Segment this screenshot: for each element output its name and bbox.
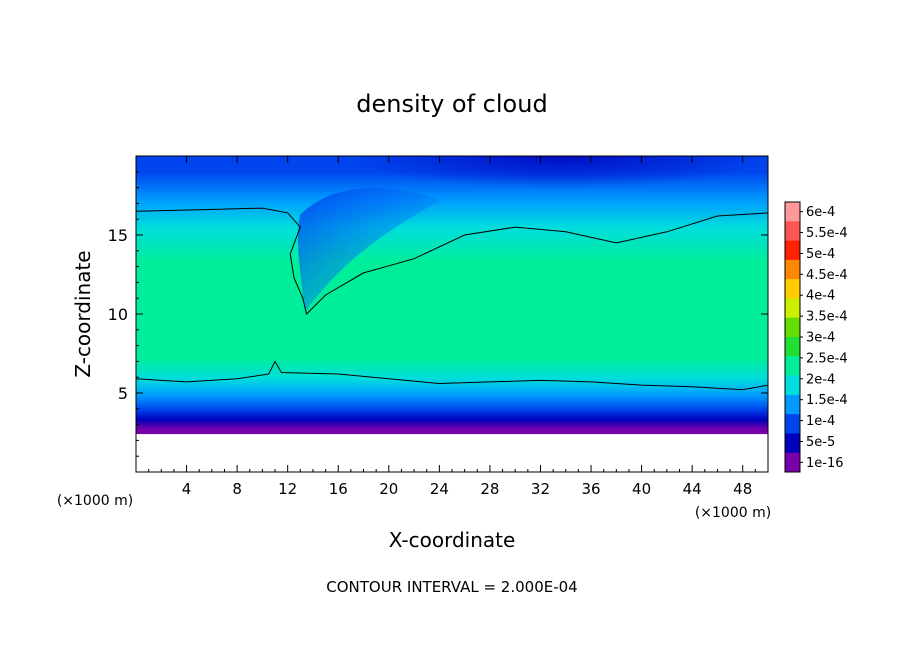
colorbar-label: 3e-4	[806, 331, 835, 346]
colorbar-swatch	[785, 414, 800, 434]
density-gradient	[136, 156, 768, 435]
contour-line-1	[136, 207, 768, 315]
upper-low-density-region	[350, 156, 768, 202]
colorbar-swatch	[785, 259, 800, 280]
x-axis-label: X-coordinate	[389, 528, 516, 552]
y-tick-label: 5	[118, 384, 128, 403]
x-axis: 4 8 12 16 20 24 28 32 36 40 44 48	[148, 156, 756, 498]
contour-line-2	[136, 360, 768, 391]
colorbar-swatch	[785, 298, 800, 319]
colorbar-swatch	[785, 317, 800, 338]
colorbar-label: 2e-4	[806, 372, 835, 387]
colorbar-swatch	[785, 202, 800, 222]
colorbar-label: 5.5e-4	[806, 226, 848, 241]
colorbar-swatch	[785, 279, 800, 299]
colorbar-label: 2.5e-4	[806, 351, 848, 366]
density-field	[136, 156, 768, 435]
y-tick-label: 15	[108, 226, 128, 245]
contour-lines	[136, 207, 768, 391]
x-tick-label: 48	[733, 480, 752, 498]
colorbar-swatch	[785, 375, 800, 396]
colorbar-label: 5e-4	[806, 247, 835, 262]
contour-interval-note: CONTOUR INTERVAL = 2.000E-04	[326, 578, 577, 596]
chart-title: density of cloud	[356, 90, 547, 118]
x-unit-left: (×1000 m)	[57, 493, 133, 509]
y-axis: 5 10 15	[108, 171, 768, 457]
x-tick-label: 4	[182, 480, 192, 498]
x-tick-label: 40	[632, 480, 651, 498]
colorbar-label: 1e-4	[806, 414, 835, 429]
x-tick-label: 44	[683, 480, 702, 498]
low-density-tongue	[297, 188, 440, 312]
colorbar-swatch	[785, 452, 800, 473]
x-unit-right: (×1000 m)	[695, 505, 771, 521]
colorbar-swatch	[785, 394, 800, 415]
colorbar-swatch	[785, 240, 800, 261]
y-tick-label: 10	[108, 305, 128, 324]
x-tick-label: 12	[278, 480, 297, 498]
x-tick-label: 20	[379, 480, 398, 498]
colorbar-label: 4.5e-4	[806, 268, 848, 283]
colorbar-swatch	[785, 356, 800, 376]
colorbar-swatch	[785, 221, 800, 241]
x-tick-label: 28	[480, 480, 499, 498]
colorbar-label: 5e-5	[806, 435, 835, 450]
colorbar-label: 3.5e-4	[806, 310, 848, 325]
colorbar-label: 1.5e-4	[806, 393, 848, 408]
x-tick-label: 8	[232, 480, 242, 498]
colorbar-label: 4e-4	[806, 289, 835, 304]
y-axis-label: Z-coordinate	[71, 250, 95, 377]
x-tick-label: 24	[430, 480, 449, 498]
x-tick-label: 32	[531, 480, 550, 498]
colorbar-label: 1e-16	[806, 456, 844, 471]
x-tick-label: 36	[581, 480, 600, 498]
colorbar: 6e-4 5.5e-4 5e-4 4.5e-4 4e-4 3.5e-4 3e-4 2.5e-4…	[784, 201, 848, 473]
colorbar-label: 6e-4	[806, 205, 835, 220]
x-tick-label: 16	[329, 480, 348, 498]
colorbar-swatch	[785, 337, 800, 357]
colorbar-swatch	[785, 433, 800, 454]
